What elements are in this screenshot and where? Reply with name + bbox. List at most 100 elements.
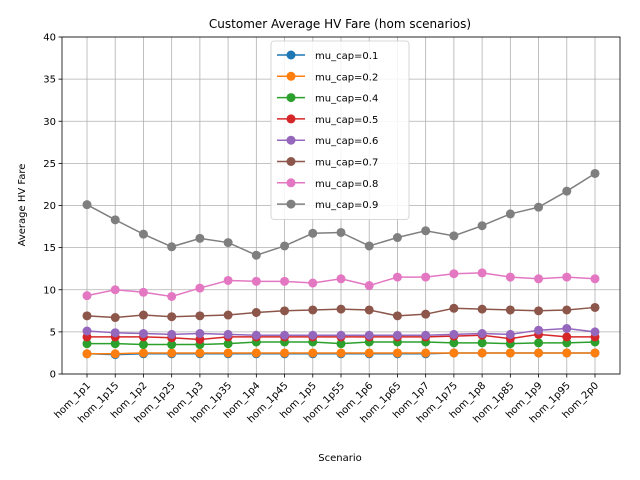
data-point [167,291,177,301]
data-point [505,209,515,219]
data-point [82,291,92,301]
data-point [534,202,544,212]
data-point [251,307,261,317]
data-point [138,340,148,350]
data-point [477,338,487,348]
data-point [364,281,374,291]
data-point [590,168,600,178]
data-point [195,233,205,243]
legend-swatch-marker [286,135,296,145]
series-mu_cap=0.9 [82,168,600,260]
data-point [82,339,92,349]
data-point [562,305,572,315]
data-point [590,327,600,337]
data-point [223,275,233,285]
data-point [590,302,600,312]
data-point [308,348,318,358]
data-point [223,238,233,248]
y-tick-label: 20 [43,201,56,212]
legend: mu_cap=0.1 mu_cap=0.2 mu_cap=0.4 mu_cap=0.5… [270,40,410,220]
data-point [364,348,374,358]
chart-title: Customer Average HV Fare (hom scenarios) [209,17,471,31]
data-point [110,339,120,349]
legend-swatch-marker [286,157,296,166]
data-point [421,226,431,236]
data-point [167,242,177,252]
data-point [195,283,205,293]
data-point [449,338,459,348]
series-mu_cap=0.8 [82,268,600,301]
legend-box [270,40,410,220]
data-point [308,278,318,288]
data-point [138,287,148,297]
legend-item: mu_cap=0.2 [277,71,378,83]
legend-label: mu_cap=0.9 [315,200,378,211]
data-point [562,348,572,358]
legend-item: mu_cap=0.8 [277,178,378,190]
data-point [82,311,92,321]
y-tick-label: 10 [43,285,56,296]
data-point [477,304,487,314]
data-point [167,340,177,350]
y-axis-label: Average HV Fare [17,164,28,247]
legend-swatch-marker [286,114,296,124]
data-point [562,186,572,196]
data-point [280,241,290,251]
legend-label: mu_cap=0.4 [315,94,378,105]
data-point [449,269,459,279]
series-mu_cap=0.7 [82,302,600,323]
legend-item: mu_cap=0.1 [277,50,378,62]
data-point [251,276,261,286]
data-point [421,348,431,358]
data-point [364,330,374,340]
legend-label: mu_cap=0.7 [315,158,378,169]
y-tick-label: 40 [43,33,56,44]
data-point [167,329,177,339]
data-point [336,227,346,237]
data-point [562,332,572,342]
y-tick-label: 15 [43,243,56,254]
data-point [251,330,261,340]
data-point [421,309,431,319]
legend-swatch-marker [286,50,296,60]
data-point [336,274,346,284]
data-point [167,312,177,322]
data-point [505,348,515,358]
data-point [82,200,92,210]
data-point [110,285,120,295]
data-point [534,338,544,348]
y-tick-label: 25 [43,159,56,170]
data-point [251,250,261,260]
data-point [562,272,572,282]
series-mu_cap=0.6 [82,324,600,340]
series-mu_cap=0.4 [82,337,600,350]
data-point [138,348,148,358]
data-point [534,306,544,316]
data-point [477,348,487,358]
data-point [449,303,459,313]
data-point [195,329,205,339]
legend-swatch-marker [286,178,296,188]
data-point [505,305,515,315]
data-point [534,348,544,358]
legend-label: mu_cap=0.5 [315,115,378,126]
data-point [562,324,572,334]
data-point [280,330,290,340]
data-point [138,310,148,320]
data-point [505,329,515,339]
data-point [392,348,402,358]
data-point [421,330,431,340]
data-point [449,329,459,339]
legend-swatch-marker [286,199,296,209]
data-point [138,229,148,239]
data-point [223,310,233,320]
data-point [477,221,487,231]
y-tick-label: 35 [43,75,56,86]
data-point [167,348,177,358]
data-point [421,272,431,282]
data-point [110,328,120,338]
data-point [223,329,233,339]
data-point [110,313,120,323]
